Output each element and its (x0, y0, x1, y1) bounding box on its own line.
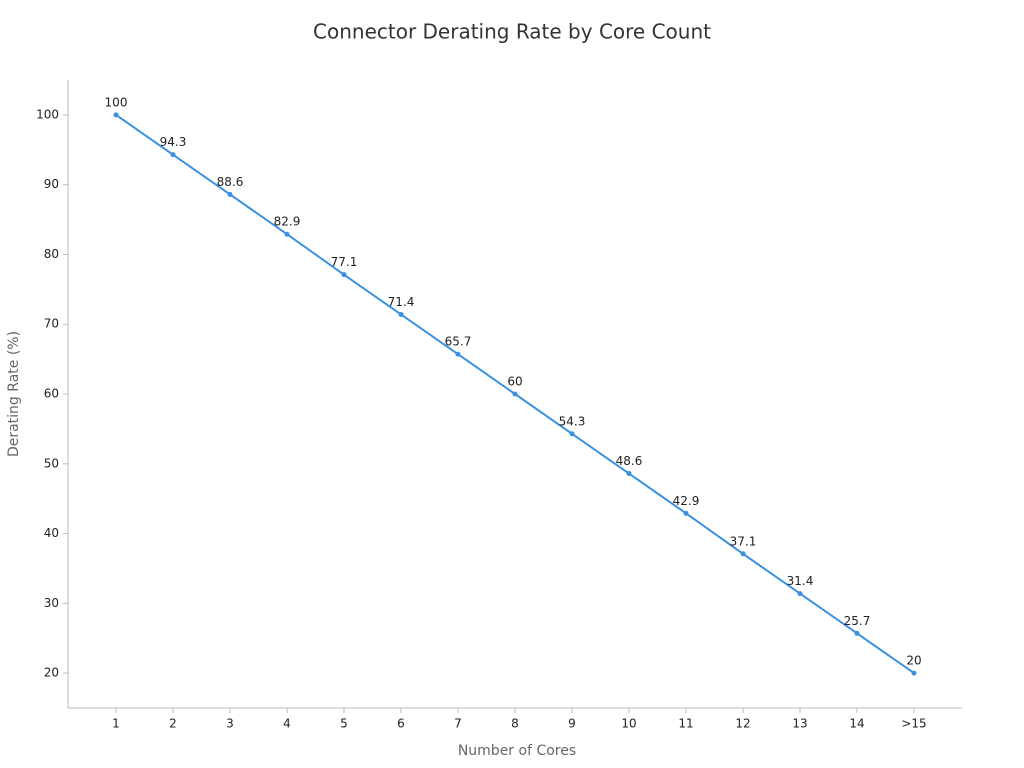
y-tick-label: 90 (44, 177, 59, 191)
x-tick-label: >15 (901, 717, 926, 731)
data-label: 48.6 (616, 454, 643, 468)
data-label: 25.7 (844, 614, 871, 628)
data-label: 31.4 (787, 574, 814, 588)
y-tick-label: 20 (44, 666, 59, 680)
x-tick-label: 12 (735, 717, 750, 731)
point (341, 272, 347, 278)
point (854, 630, 860, 636)
point (227, 191, 233, 197)
data-label: 60 (507, 375, 522, 389)
data-label: 94.3 (160, 135, 187, 149)
y-tick-label: 60 (44, 387, 59, 401)
chart-title: Connector Derating Rate by Core Count (313, 20, 711, 44)
x-axis-label: Number of Cores (458, 743, 576, 759)
x-tick-label: 8 (511, 717, 519, 731)
x-tick-label: 7 (454, 717, 462, 731)
x-tick-label: 5 (340, 717, 348, 731)
point (683, 510, 689, 516)
data-label: 82.9 (274, 215, 301, 229)
y-tick-label: 100 (36, 107, 59, 121)
x-tick-label: 6 (397, 717, 405, 731)
point (911, 670, 917, 676)
point (113, 112, 119, 118)
y-tick-label: 70 (44, 317, 59, 331)
point (626, 471, 632, 477)
y-tick-label: 50 (44, 456, 59, 470)
point (455, 351, 461, 357)
data-label: 37.1 (730, 534, 757, 548)
x-tick-label: 2 (169, 717, 177, 731)
data-label: 88.6 (217, 175, 244, 189)
data-label: 20 (906, 654, 921, 668)
point (398, 311, 404, 317)
x-tick-label: 3 (226, 717, 234, 731)
y-tick-label: 80 (44, 247, 59, 261)
data-label: 42.9 (673, 494, 700, 508)
point (512, 391, 518, 397)
y-tick-label: 40 (44, 526, 59, 540)
point (170, 152, 176, 158)
x-tick-label: 10 (621, 717, 636, 731)
x-tick-label: 1 (112, 717, 120, 731)
point (284, 231, 290, 237)
x-tick-label: 13 (792, 717, 807, 731)
y-tick-label: 30 (44, 596, 59, 610)
data-label: 54.3 (559, 414, 586, 428)
x-tick-label: 4 (283, 717, 291, 731)
data-label: 77.1 (331, 255, 358, 269)
point (569, 431, 575, 437)
x-tick-label: 14 (849, 717, 864, 731)
data-label: 71.4 (388, 295, 415, 309)
y-axis-label: Derating Rate (%) (6, 331, 22, 457)
point (797, 591, 803, 597)
data-label: 65.7 (445, 335, 472, 349)
x-tick-label: 9 (568, 717, 576, 731)
x-tick-label: 11 (678, 717, 693, 731)
data-label: 100 (105, 95, 128, 109)
point (740, 551, 746, 557)
